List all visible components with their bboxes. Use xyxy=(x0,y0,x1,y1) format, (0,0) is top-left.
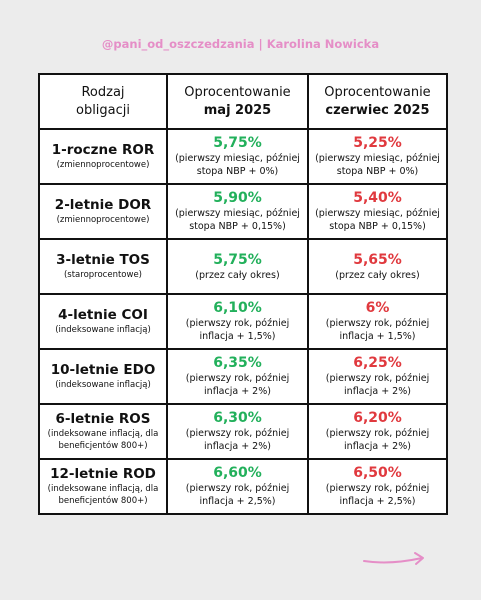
rate: 6,35% xyxy=(213,355,262,371)
rate-note: (pierwszy rok, później inflacja + 2%) xyxy=(325,373,430,397)
rate-note: (pierwszy miesiąc, później stopa NBP + 0… xyxy=(315,153,440,177)
header-cell: Oprocentowanie czerwiec 2025 xyxy=(307,73,448,130)
header-cell: Rodzaj obligacji xyxy=(38,73,168,130)
header-cell: Oprocentowanie maj 2025 xyxy=(166,73,309,130)
bond-note: (zmiennoprocentowe) xyxy=(56,160,150,170)
bond-note: (zmiennoprocentowe) xyxy=(56,215,150,225)
rate-cell: 6,50% (pierwszy rok, później inflacja + 2… xyxy=(307,458,448,515)
rate-note: (pierwszy rok, później inflacja + 2,5%) xyxy=(325,483,430,507)
header-text: Oprocentowanie xyxy=(184,84,291,100)
rate-cell: 6,10% (pierwszy rok, później inflacja + 1… xyxy=(166,293,309,350)
bond-name: 6-letnie ROS xyxy=(55,411,151,427)
rate-cell: 6,35% (pierwszy rok, później inflacja + 2… xyxy=(166,348,309,405)
rate: 6,50% xyxy=(353,465,402,481)
bond-note: (indeksowane inflacją) xyxy=(55,380,151,390)
rate-note: (pierwszy rok, później inflacja + 2%) xyxy=(325,428,430,452)
rate-cell: 5,65% (przez cały okres) xyxy=(307,238,448,295)
bond-row: 4-letnie COI (indeksowane inflacją) 6,10% (… xyxy=(38,293,448,350)
rate: 5,75% xyxy=(213,251,262,268)
bond-row: 2-letnie DOR (zmiennoprocentowe) 5,90% (pie… xyxy=(38,183,448,240)
bond-row: 6-letnie ROS (indeksowane inflacją, dla b… xyxy=(38,403,448,460)
rate: 5,25% xyxy=(353,135,402,151)
bond-note: (indeksowane inflacją, dla beneficjentów… xyxy=(47,429,159,451)
bond-cell: 10-letnie EDO (indeksowane inflacją) xyxy=(38,348,168,405)
bond-cell: 6-letnie ROS (indeksowane inflacją, dla b… xyxy=(38,403,168,460)
rate-note: (pierwszy rok, później inflacja + 2,5%) xyxy=(185,483,290,507)
header-text: czerwiec 2025 xyxy=(325,102,430,118)
rate: 6,30% xyxy=(213,410,262,426)
rate-note: (pierwszy miesiąc, później stopa NBP + 0… xyxy=(315,208,440,232)
bond-cell: 3-letnie TOS (staroprocentowe) xyxy=(38,238,168,295)
bond-note: (staroprocentowe) xyxy=(63,270,143,280)
bond-name: 1-roczne ROR xyxy=(51,142,155,158)
bond-cell: 1-roczne ROR (zmiennoprocentowe) xyxy=(38,128,168,185)
bond-table: Rodzaj obligacji Oprocentowanie maj 2025 O… xyxy=(38,73,448,515)
rate: 6,10% xyxy=(213,300,262,316)
rate-cell: 6,20% (pierwszy rok, później inflacja + 2… xyxy=(307,403,448,460)
bond-name: 2-letnie DOR xyxy=(54,197,152,213)
header-text: obligacji xyxy=(75,102,131,118)
rate: 5,75% xyxy=(213,135,262,151)
rate: 6,60% xyxy=(213,465,262,481)
rate-note: (pierwszy miesiąc, później stopa NBP + 0… xyxy=(175,208,300,232)
rate-cell: 5,90% (pierwszy miesiąc, później stopa NB… xyxy=(166,183,309,240)
rate-cell: 5,75% (pierwszy miesiąc, później stopa NB… xyxy=(166,128,309,185)
rate-note: (pierwszy rok, później inflacja + 1,5%) xyxy=(325,318,430,342)
bond-cell: 2-letnie DOR (zmiennoprocentowe) xyxy=(38,183,168,240)
header-text: Rodzaj xyxy=(81,84,125,100)
rate-cell: 5,25% (pierwszy miesiąc, później stopa NB… xyxy=(307,128,448,185)
rate: 5,40% xyxy=(353,190,402,206)
rate-note: (pierwszy miesiąc, później stopa NBP + 0… xyxy=(175,153,300,177)
rate-note: (pierwszy rok, później inflacja + 2%) xyxy=(185,428,290,452)
bond-name: 3-letnie TOS xyxy=(56,252,150,268)
handle: @pani_od_oszczedzania | Karolina Nowicka xyxy=(101,37,380,51)
rate-note: (pierwszy rok, później inflacja + 2%) xyxy=(185,373,290,397)
rate-note: (pierwszy rok, później inflacja + 1,5%) xyxy=(185,318,290,342)
rate-cell: 5,40% (pierwszy miesiąc, później stopa NB… xyxy=(307,183,448,240)
rate-cell: 6,60% (pierwszy rok, później inflacja + 2… xyxy=(166,458,309,515)
bond-cell: 12-letnie ROD (indeksowane inflacją, dla … xyxy=(38,458,168,515)
rate-note: (przez cały okres) xyxy=(335,269,420,281)
bond-cell: 4-letnie COI (indeksowane inflacją) xyxy=(38,293,168,350)
rate-note: (przez cały okres) xyxy=(195,269,280,281)
header-text: Oprocentowanie xyxy=(324,84,431,100)
rate-cell: 5,75% (przez cały okres) xyxy=(166,238,309,295)
rate: 6,20% xyxy=(353,410,402,426)
bond-note: (indeksowane inflacją, dla beneficjentów… xyxy=(47,484,159,506)
arrow xyxy=(363,552,424,565)
rate-cell: 6,30% (pierwszy rok, później inflacja + 2… xyxy=(166,403,309,460)
header-row: Rodzaj obligacji Oprocentowanie maj 2025 O… xyxy=(38,73,448,130)
bond-row: 1-roczne ROR (zmiennoprocentowe) 5,75% (pie… xyxy=(38,128,448,185)
bond-name: 10-letnie EDO xyxy=(50,362,156,378)
bond-name: 12-letnie ROD xyxy=(50,466,156,482)
rate: 6,25% xyxy=(353,355,402,371)
rate: 5,90% xyxy=(213,190,262,206)
rate-cell: 6% (pierwszy rok, później inflacja + 1,5%… xyxy=(307,293,448,350)
bond-row: 12-letnie ROD (indeksowane inflacją, dla … xyxy=(38,458,448,515)
bond-name: 4-letnie COI xyxy=(58,307,148,323)
bond-row: 3-letnie TOS (staroprocentowe) 5,75% (przez… xyxy=(38,238,448,295)
rate: 6% xyxy=(365,300,390,316)
header-text: maj 2025 xyxy=(203,102,272,118)
bond-row: 10-letnie EDO (indeksowane inflacją) 6,35%… xyxy=(38,348,448,405)
rate-cell: 6,25% (pierwszy rok, później inflacja + 2… xyxy=(307,348,448,405)
bond-note: (indeksowane inflacją) xyxy=(55,325,151,335)
rate: 5,65% xyxy=(353,251,402,268)
